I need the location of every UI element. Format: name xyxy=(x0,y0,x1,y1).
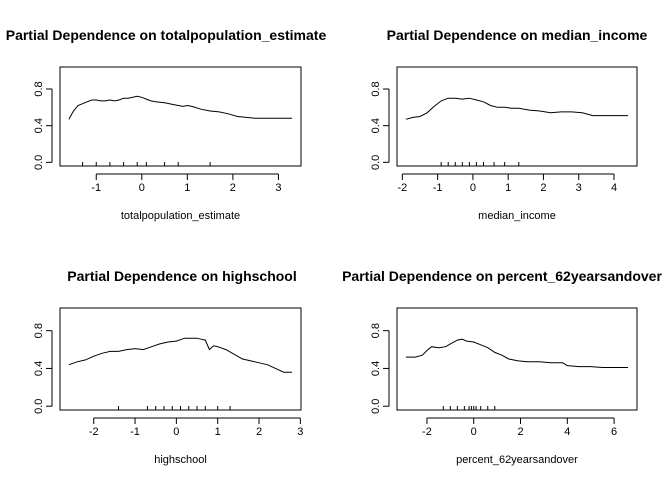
panel-3: Partial Dependence on highschool -2 -1 0 1 2 3… xyxy=(33,268,303,466)
x-tick-label: 0 xyxy=(470,182,476,194)
x-tick-label: 0 xyxy=(173,426,179,438)
x-tick-label: -1 xyxy=(91,182,101,194)
x-tick-label: 2 xyxy=(230,182,236,194)
chart-title: Partial Dependence on percent_62yearsand… xyxy=(342,268,662,284)
y-tick-label: 0.8 xyxy=(370,323,382,338)
x-tick-label: 1 xyxy=(215,426,221,438)
plot-frame xyxy=(59,307,302,411)
y-tick-label: 0.8 xyxy=(370,81,382,96)
y-tick-label: 0.8 xyxy=(33,323,45,338)
x-axis-label: totalpopulation_estimate xyxy=(121,210,240,222)
y-tick-label: 0.4 xyxy=(370,361,382,376)
x-tick-label: 3 xyxy=(297,426,303,438)
x-tick-label: 4 xyxy=(564,426,570,438)
chart-title: Partial Dependence on median_income xyxy=(387,27,648,43)
x-tick-label: 6 xyxy=(611,426,617,438)
y-tick-label: 0.4 xyxy=(370,118,382,133)
partial-dependence-line xyxy=(68,95,293,120)
x-tick-label: -2 xyxy=(422,426,432,438)
x-tick-label: -1 xyxy=(433,182,443,194)
x-tick-label: 0 xyxy=(471,426,477,438)
y-tick-label: 0.8 xyxy=(33,81,45,96)
x-tick-label: 4 xyxy=(611,182,617,194)
x-tick-label: -2 xyxy=(397,182,407,194)
x-tick-label: 3 xyxy=(576,182,582,194)
chart-title: Partial Dependence on totalpopulation_es… xyxy=(6,27,327,43)
x-axis-label: percent_62yearsandover xyxy=(456,454,578,466)
x-axis-label: highschool xyxy=(154,454,207,466)
y-tick-label: 0.4 xyxy=(33,118,45,133)
plot-frame xyxy=(396,66,638,167)
x-tick-label: 1 xyxy=(184,182,190,194)
y-tick-label: 0.0 xyxy=(33,399,45,414)
x-tick-label: 1 xyxy=(505,182,511,194)
plot-frame xyxy=(396,307,638,411)
panel-2: Partial Dependence on median_income -2 -1 0… xyxy=(370,27,648,222)
y-tick-label: 0.0 xyxy=(370,155,382,170)
panel-4: Partial Dependence on percent_62yearsand… xyxy=(342,268,662,466)
partial-dependence-line xyxy=(405,338,629,368)
x-tick-label: -2 xyxy=(89,426,99,438)
y-tick-label: 0.4 xyxy=(33,361,45,376)
x-axis-label: median_income xyxy=(478,210,556,222)
x-tick-label: 0 xyxy=(139,182,145,194)
x-tick-label: 2 xyxy=(517,426,523,438)
y-tick-label: 0.0 xyxy=(33,155,45,170)
y-tick-label: 0.0 xyxy=(370,399,382,414)
x-tick-label: -1 xyxy=(130,426,140,438)
x-tick-label: 2 xyxy=(256,426,262,438)
x-tick-label: 3 xyxy=(275,182,281,194)
chart-title: Partial Dependence on highschool xyxy=(67,268,296,284)
plot-frame xyxy=(59,66,302,167)
panel-1: Partial Dependence on totalpopulation_es… xyxy=(6,27,327,222)
x-tick-label: 2 xyxy=(540,182,546,194)
partial-dependence-line xyxy=(405,97,629,120)
partial-dependence-line xyxy=(68,337,293,373)
